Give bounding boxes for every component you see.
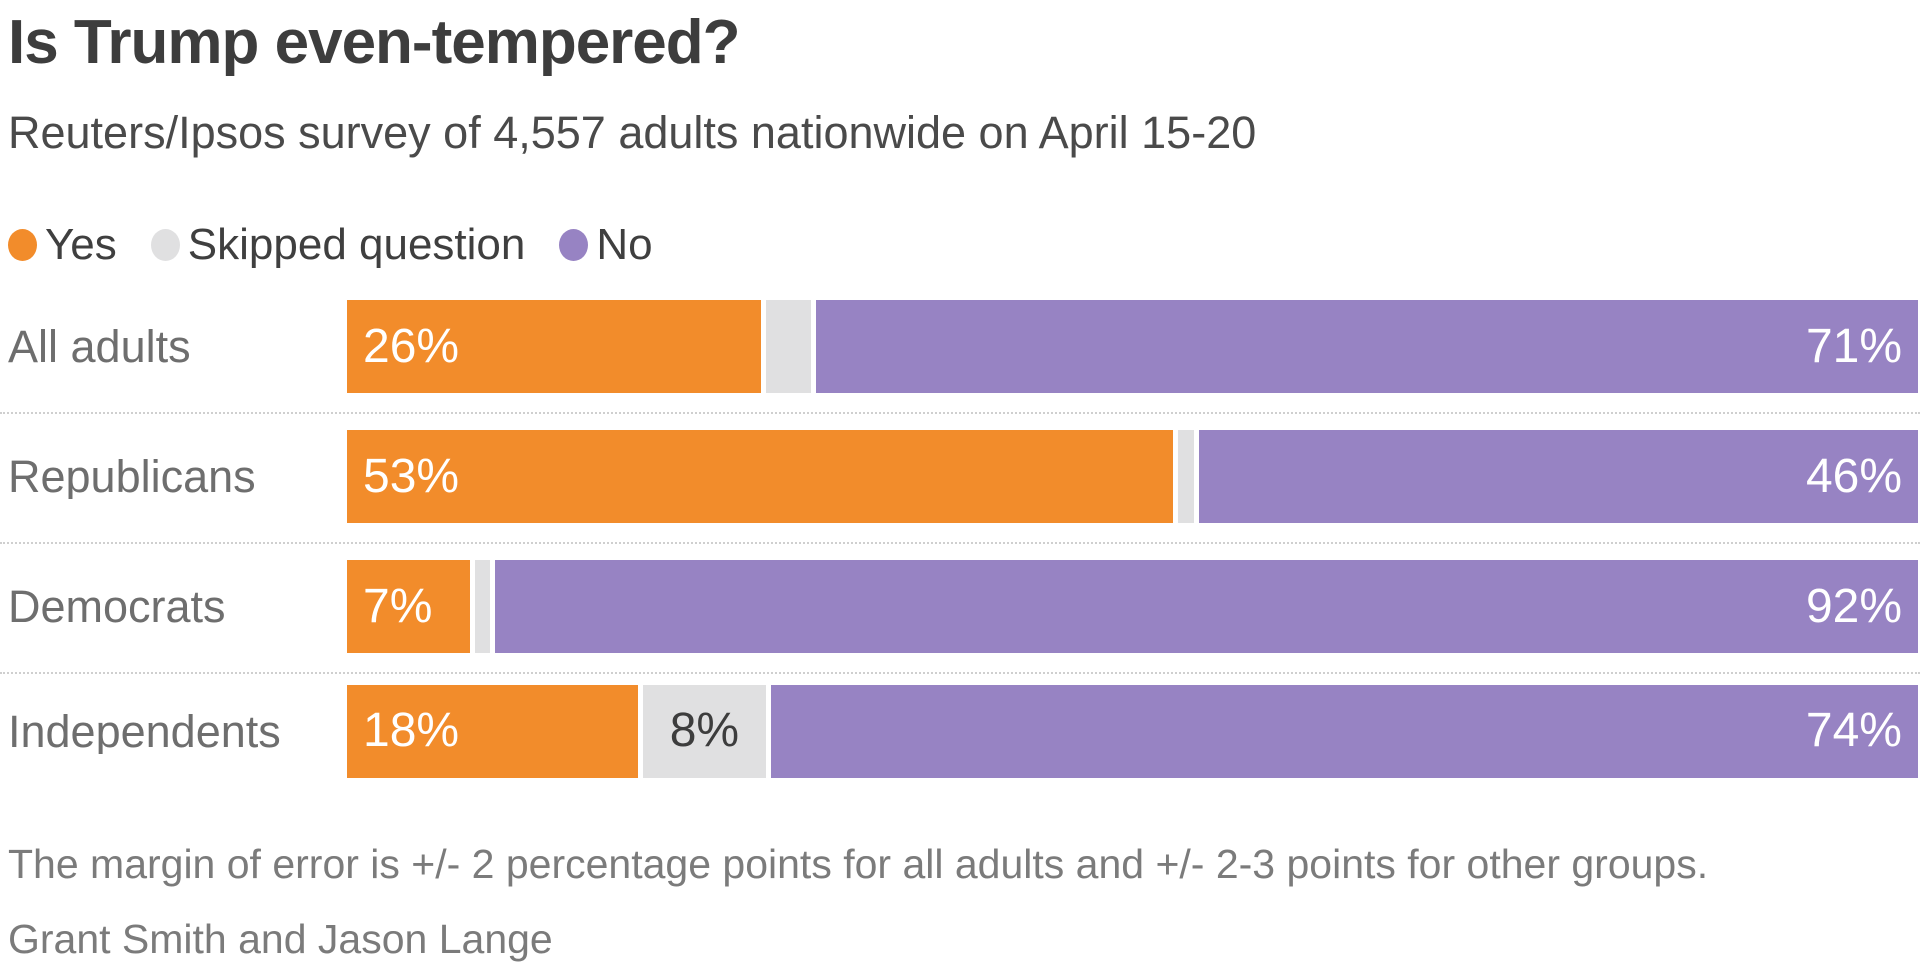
bar-segment-yes: 53% [347,430,1174,524]
bar-value-label: 46% [1805,449,1903,503]
bar-track: 18% 8% 74% [347,684,1918,778]
bar-segment-no: 46% [1198,430,1919,524]
legend-item: No [559,219,653,269]
bar-segment-skipped-question [765,300,812,394]
bar-row: All adults 26% 71% [0,295,1920,414]
bar-value-label: 26% [363,319,460,373]
bar-segment-no: 74% [770,684,1918,778]
bar-segment-yes: 26% [347,300,761,394]
chart-footer: The margin of error is +/- 2 percentage … [8,840,1912,964]
legend-dot-icon [559,228,589,261]
chart-subtitle: Reuters/Ipsos survey of 4,557 adults nat… [8,107,1257,159]
category-label: All adults [8,324,191,370]
legend-item-label: Yes [45,219,117,269]
legend-item: Skipped question [150,219,526,269]
byline: Grant Smith and Jason Lange [8,916,553,963]
bar-segment-skipped-question [475,560,491,654]
category-label: Independents [8,708,281,754]
stacked-bar-chart: All adults 26% 71% Republicans 53% 46% Democra… [0,295,1920,778]
legend-dot-icon [8,228,37,261]
bar-value-label: 18% [363,704,460,758]
bar-value-label: 8% [669,704,740,758]
bar-value-label: 71% [1805,319,1903,373]
bar-segment-skipped-question [1178,430,1194,524]
page-title: Is Trump even-tempered? [8,8,741,77]
margin-of-error-note: The margin of error is +/- 2 percentage … [8,840,1709,887]
bar-row: Democrats 7% 92% [0,555,1920,674]
bar-value-label: 92% [1805,579,1903,633]
bar-track: 26% 71% [347,300,1919,394]
legend-dot-icon [150,228,180,261]
bar-segment-no: 71% [816,300,1919,394]
chart-legend: Yes Skipped question No [8,219,1912,269]
bar-segment-no: 92% [495,560,1919,654]
category-label: Democrats [8,584,226,630]
bar-row: Independents 18% 8% 74% [0,684,1920,778]
bar-track: 53% 46% [347,430,1919,524]
legend-item-label: No [596,219,653,269]
bar-segment-yes: 18% [347,684,639,778]
bar-track: 7% 92% [347,560,1919,654]
bar-value-label: 53% [363,449,460,503]
category-label: Republicans [8,454,256,500]
legend-item-label: Skipped question [187,219,526,269]
bar-value-label: 7% [363,579,433,633]
bar-segment-skipped-question: 8% [643,684,766,778]
bar-row: Republicans 53% 46% [0,425,1920,544]
bar-value-label: 74% [1805,704,1902,758]
bar-segment-yes: 7% [347,560,471,654]
legend-item: Yes [8,219,117,269]
